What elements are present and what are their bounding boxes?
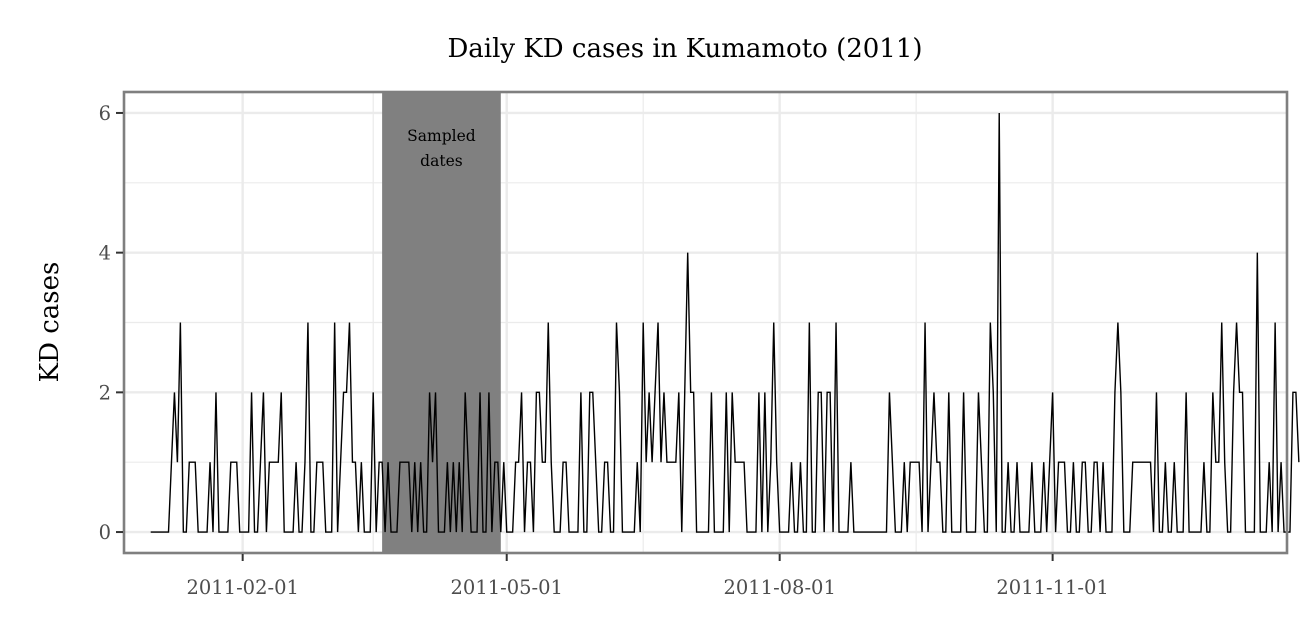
x-tick-label: 2011-05-01 — [451, 576, 563, 599]
sampled-dates-rect — [382, 92, 501, 553]
plot-panel: Sampled dates — [122, 90, 1300, 555]
y-tick-label: 0 — [99, 521, 111, 544]
chart-title: Daily KD cases in Kumamoto (2011) — [447, 34, 922, 64]
y-axis-label: KD cases — [35, 262, 65, 383]
y-tick-label: 4 — [99, 242, 111, 265]
y-axis: 0 2 4 6 — [99, 102, 123, 544]
y-tick-label: 6 — [99, 102, 111, 125]
grid-lines — [124, 92, 1287, 553]
x-tick-label: 2011-08-01 — [723, 576, 835, 599]
band-label-line: Sampled — [407, 127, 476, 145]
x-axis: 2011-02-01 2011-05-01 2011-08-01 2011-11-01 — [186, 554, 1109, 599]
kd-cases-line — [150, 112, 1300, 533]
x-tick-label: 2011-11-01 — [996, 576, 1108, 599]
y-tick-label: 2 — [99, 381, 111, 404]
panel-border — [122, 90, 1289, 555]
x-tick-label: 2011-02-01 — [186, 576, 298, 599]
sampled-dates-band: Sampled dates — [382, 92, 501, 553]
data-series — [150, 112, 1300, 533]
band-label-line: dates — [420, 152, 463, 170]
